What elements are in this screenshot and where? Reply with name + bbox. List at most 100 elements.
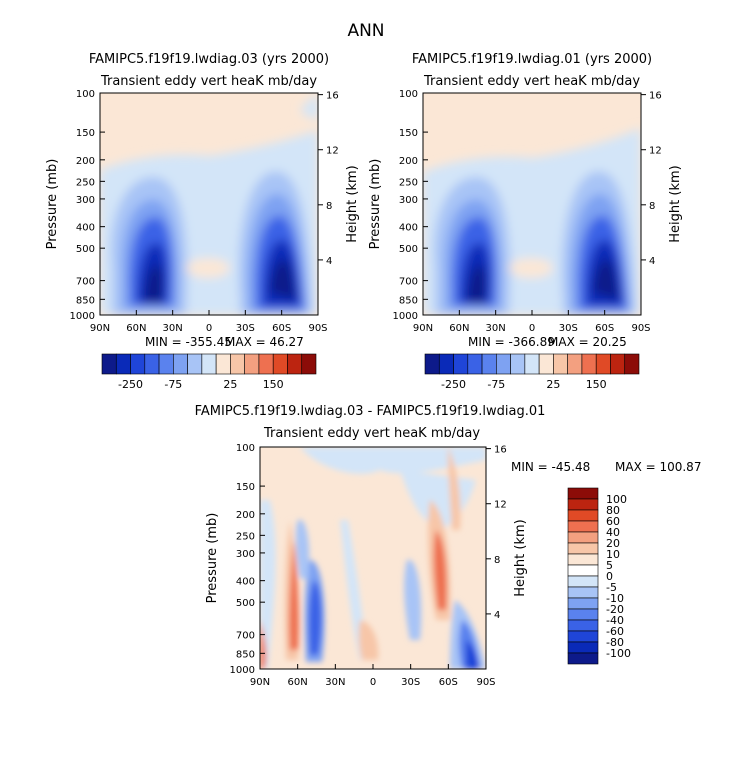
colorbar-swatch	[144, 353, 160, 375]
colorbar-swatch	[230, 353, 245, 375]
lat-tick-label: 0	[206, 323, 212, 334]
colorbar-label: 40	[606, 526, 620, 539]
pressure-tick-label: 250	[236, 531, 255, 542]
colorbar-swatch	[567, 652, 599, 665]
lat-tick-label: 30N	[163, 323, 183, 334]
colorbar-swatch	[101, 353, 117, 375]
panel-1-colorbar: -250 -75 25 150	[101, 353, 317, 391]
colorbar-swatch	[187, 353, 203, 375]
pressure-tick-label: 700	[399, 277, 418, 288]
panel-1-contour-field	[100, 93, 318, 315]
panel-3-subtitle: Transient eddy vert heaK mb/day	[263, 426, 480, 441]
pressure-tick-label: 250	[76, 177, 95, 188]
pressure-tick-label: 300	[399, 195, 418, 206]
colorbar-swatch	[567, 575, 599, 588]
pressure-tick-label: 850	[76, 295, 95, 306]
colorbar-label: 25	[546, 378, 560, 391]
y-axis-label: Pressure (mb)	[368, 159, 383, 250]
panel-1-subtitle: Transient eddy vert heaK mb/day	[100, 74, 317, 89]
y-axis-label: Pressure (mb)	[205, 513, 220, 604]
panel-1-max-label: MAX = 46.27	[225, 335, 304, 349]
colorbar-swatch	[595, 353, 611, 375]
pressure-tick-label: 500	[236, 598, 255, 609]
pressure-tick-label: 500	[76, 244, 95, 255]
height-tick-label: 8	[649, 201, 655, 212]
colorbar-swatch	[467, 353, 483, 375]
colorbar-label: 5	[606, 559, 613, 572]
height-tick-label: 12	[649, 146, 662, 157]
colorbar-swatch	[272, 353, 288, 375]
colorbar-label: 10	[606, 548, 620, 561]
y-axis-right-label: Height (km)	[345, 165, 360, 242]
colorbar-label: -60	[606, 625, 624, 638]
lat-tick-label: 60S	[272, 323, 291, 334]
lat-tick-label: 30N	[486, 323, 506, 334]
pressure-tick-label: 200	[399, 156, 418, 167]
colorbar-swatch	[510, 353, 526, 375]
colorbar-swatch	[215, 353, 231, 375]
panel-2-subtitle: Transient eddy vert heaK mb/day	[423, 74, 640, 89]
colorbar-swatch	[130, 353, 146, 375]
pressure-tick-label: 850	[399, 295, 418, 306]
pressure-tick-label: 200	[236, 510, 255, 521]
height-tick-label: 4	[326, 256, 332, 267]
colorbar-swatch	[567, 353, 583, 375]
colorbar-swatch	[624, 353, 640, 375]
panel-3-min-label: MIN = -45.48	[511, 460, 590, 474]
panel-2-min-label: MIN = -366.89	[468, 335, 555, 349]
colorbar-swatch	[567, 608, 599, 621]
colorbar-swatch	[567, 564, 599, 577]
colorbar-swatch	[173, 353, 188, 375]
colorbar-label: -250	[441, 378, 466, 391]
panel-2: FAMIPC5.f19f19.lwdiag.01 (yrs 2000) Tran…	[368, 52, 683, 391]
colorbar-swatch	[567, 586, 599, 599]
colorbar-swatch	[424, 353, 440, 375]
colorbar-swatch	[481, 353, 497, 375]
colorbar-swatch	[567, 597, 599, 610]
panel-2-colorbar: -250 -75 25 150	[424, 353, 640, 391]
panel-3-axes: 100 150 200 250 300 400 500 700 850 1000 16 12 8 4 90N…	[205, 443, 528, 688]
pressure-tick-label: 1000	[230, 665, 255, 676]
colorbar-swatch	[538, 353, 554, 375]
pressure-tick-label: 700	[236, 631, 255, 642]
colorbar-label: 20	[606, 537, 620, 550]
height-tick-label: 12	[326, 146, 339, 157]
colorbar-swatch	[496, 353, 511, 375]
colorbar-swatch	[115, 353, 131, 375]
panel-2-axes: 100 150 200 250 300 400 500 700 850 1000 16 12 8 4 90N…	[368, 89, 683, 334]
lat-tick-label: 90N	[250, 677, 270, 688]
colorbar-label: -75	[487, 378, 505, 391]
lat-tick-label: 90N	[413, 323, 433, 334]
height-tick-label: 4	[649, 256, 655, 267]
lat-tick-label: 60N	[449, 323, 469, 334]
colorbar-label: -75	[164, 378, 182, 391]
lat-tick-label: 0	[529, 323, 535, 334]
colorbar-swatch	[581, 353, 597, 375]
colorbar-label: -20	[606, 603, 624, 616]
lat-tick-label: 30N	[325, 677, 345, 688]
pressure-tick-label: 100	[76, 89, 95, 100]
height-tick-label: 16	[326, 91, 339, 102]
panel-1-title: FAMIPC5.f19f19.lwdiag.03 (yrs 2000)	[89, 52, 329, 67]
lat-tick-label: 60N	[126, 323, 146, 334]
y-axis-label: Pressure (mb)	[45, 159, 60, 250]
colorbar-swatch	[567, 509, 599, 522]
page-title: ANN	[347, 21, 384, 41]
colorbar-swatch	[567, 553, 599, 566]
colorbar-label: -250	[118, 378, 143, 391]
lat-tick-label: 90N	[90, 323, 110, 334]
pressure-tick-label: 300	[76, 195, 95, 206]
colorbar-label: -80	[606, 636, 624, 649]
pressure-tick-label: 400	[76, 223, 95, 234]
y-axis-right-label: Height (km)	[513, 519, 528, 596]
pressure-tick-label: 850	[236, 649, 255, 660]
panel-2-contour-field	[423, 93, 641, 315]
colorbar-swatch	[567, 498, 599, 511]
colorbar-swatch	[158, 353, 174, 375]
colorbar-label: -100	[606, 647, 631, 660]
pressure-tick-label: 1000	[70, 311, 95, 322]
lat-tick-label: 0	[370, 677, 376, 688]
lat-tick-label: 60N	[288, 677, 308, 688]
pressure-tick-label: 100	[236, 443, 255, 454]
colorbar-label: 0	[606, 570, 613, 583]
